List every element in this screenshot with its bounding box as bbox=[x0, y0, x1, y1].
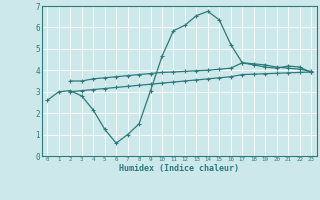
X-axis label: Humidex (Indice chaleur): Humidex (Indice chaleur) bbox=[119, 164, 239, 173]
